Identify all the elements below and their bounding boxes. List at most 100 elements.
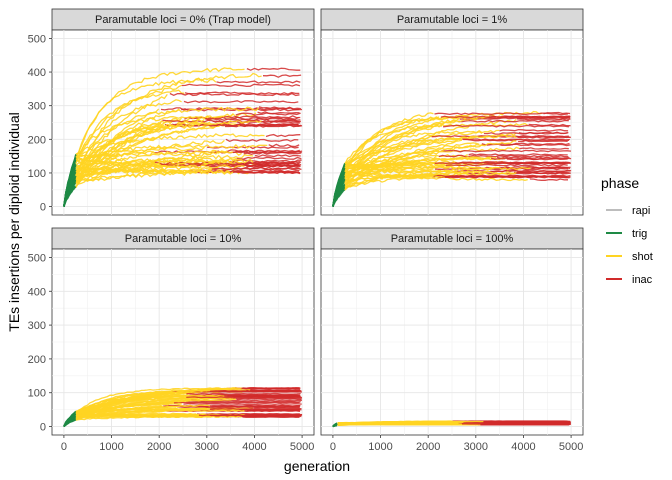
trajectory-inac xyxy=(490,170,571,173)
x-tick-label: 2000 xyxy=(147,441,171,453)
trajectory-inac xyxy=(528,123,571,127)
trajectory-inac xyxy=(262,74,302,78)
trajectory-inac xyxy=(268,143,300,148)
trajectory-trig xyxy=(63,157,77,207)
trajectory-inac xyxy=(443,124,569,128)
trajectory-inac xyxy=(459,117,571,120)
trajectory-shot xyxy=(344,116,440,184)
trajectory-shot xyxy=(75,106,260,178)
trajectory-inac xyxy=(235,112,301,116)
trajectory-inac xyxy=(458,119,569,123)
trajectory-inac xyxy=(177,406,300,409)
x-tick-label: 4000 xyxy=(511,441,535,453)
legend: phase rapi trig shot inac xyxy=(601,175,653,286)
trajectory-trig xyxy=(332,174,346,207)
trajectory-trig xyxy=(63,185,77,207)
trajectory-shot xyxy=(75,99,182,181)
panel-title: Paramutable loci = 10% xyxy=(125,233,242,245)
trajectory-inac xyxy=(169,92,300,97)
trajectory-inac xyxy=(257,111,300,115)
trajectory-trig xyxy=(63,164,77,207)
panel-title: Paramutable loci = 0% (Trap model) xyxy=(95,14,271,26)
trajectory-inac xyxy=(434,161,569,165)
trajectory-inac xyxy=(212,404,300,407)
trajectory-inac xyxy=(186,400,301,403)
trajectory-shot xyxy=(75,167,211,174)
trajectory-inac xyxy=(225,138,299,143)
trajectory-inac xyxy=(489,115,570,118)
trajectory-inac xyxy=(236,398,302,401)
trajectory-inac xyxy=(186,392,301,395)
legend-label-shot: shot xyxy=(632,251,653,263)
trajectory-inac xyxy=(529,178,569,181)
trajectory-shot xyxy=(75,407,208,413)
trajectory-inac xyxy=(246,67,301,71)
trajectory-inac xyxy=(196,168,300,173)
x-tick-label: 1000 xyxy=(368,441,392,453)
x-tick-label: 0 xyxy=(330,441,336,453)
trajectory-shot xyxy=(75,394,222,414)
y-tick-label: 0 xyxy=(40,422,46,434)
trajectory-shot xyxy=(344,164,497,170)
trajectory-inac xyxy=(254,160,301,165)
x-tick-label: 1000 xyxy=(99,441,123,453)
trajectory-inac xyxy=(438,154,569,158)
trajectory-inac xyxy=(444,175,571,179)
trajectory-shot xyxy=(75,150,228,185)
trajectory-inac xyxy=(209,407,302,410)
gridlines xyxy=(321,249,583,435)
trajectory-inac xyxy=(434,112,568,116)
trajectory-inac xyxy=(198,414,302,417)
trajectory-shot xyxy=(344,139,463,191)
trajectory-shot xyxy=(344,174,434,189)
trajectory-shot xyxy=(344,166,531,188)
x-tick-label: 3000 xyxy=(195,441,219,453)
trajectory-shot xyxy=(75,396,185,415)
trajectory-shot xyxy=(75,78,217,161)
trajectory-shot xyxy=(344,134,517,177)
y-axis-title: TEs insertions per diploid individual xyxy=(6,112,22,331)
trajectory-shot xyxy=(344,171,517,183)
trajectory-inac xyxy=(204,117,301,122)
trajectory-inac xyxy=(441,149,572,153)
panel-bottom-left: Paramutable loci = 10% xyxy=(51,227,315,436)
y-tick-label: 100 xyxy=(28,388,46,400)
trajectory-inac xyxy=(181,83,301,88)
trajectory-inac xyxy=(209,390,302,392)
trajectory-shot xyxy=(75,89,185,164)
y-tick-label: 200 xyxy=(28,354,46,366)
x-tick-label: 2000 xyxy=(416,441,440,453)
trajectory-inac xyxy=(186,396,301,399)
trajectory-shot xyxy=(75,143,268,167)
y-tick-label: 500 xyxy=(28,33,46,45)
trajectories xyxy=(332,420,571,428)
trajectory-shot xyxy=(75,118,205,188)
trajectory-inac xyxy=(216,80,301,84)
panel-top-left: Paramutable loci = 0% (Trap model) xyxy=(51,8,315,216)
x-tick-label: 5000 xyxy=(290,441,314,453)
trajectories xyxy=(332,110,572,207)
trajectory-inac xyxy=(183,403,302,405)
trajectory-shot xyxy=(344,138,463,164)
trajectory-shot xyxy=(75,409,245,413)
trajectory-shot xyxy=(344,112,434,177)
trajectory-shot xyxy=(344,140,517,185)
panel-title: Paramutable loci = 1% xyxy=(397,14,508,26)
trajectory-inac xyxy=(236,156,302,160)
trajectory-inac xyxy=(486,143,571,147)
trajectory-inac xyxy=(265,133,301,138)
trajectory-inac xyxy=(243,151,302,155)
x-tick-label: 5000 xyxy=(559,441,583,453)
legend-label-rapi: rapi xyxy=(632,205,650,217)
trajectory-inac xyxy=(517,136,571,139)
trajectory-trig xyxy=(332,424,337,428)
trajectory-inac xyxy=(531,166,571,170)
trajectory-inac xyxy=(227,149,301,153)
trajectory-inac xyxy=(254,154,301,158)
trajectory-inac xyxy=(499,128,569,132)
panel-title: Paramutable loci = 100% xyxy=(391,233,514,245)
y-tick-label: 300 xyxy=(28,101,46,113)
trajectory-trig xyxy=(332,184,346,207)
